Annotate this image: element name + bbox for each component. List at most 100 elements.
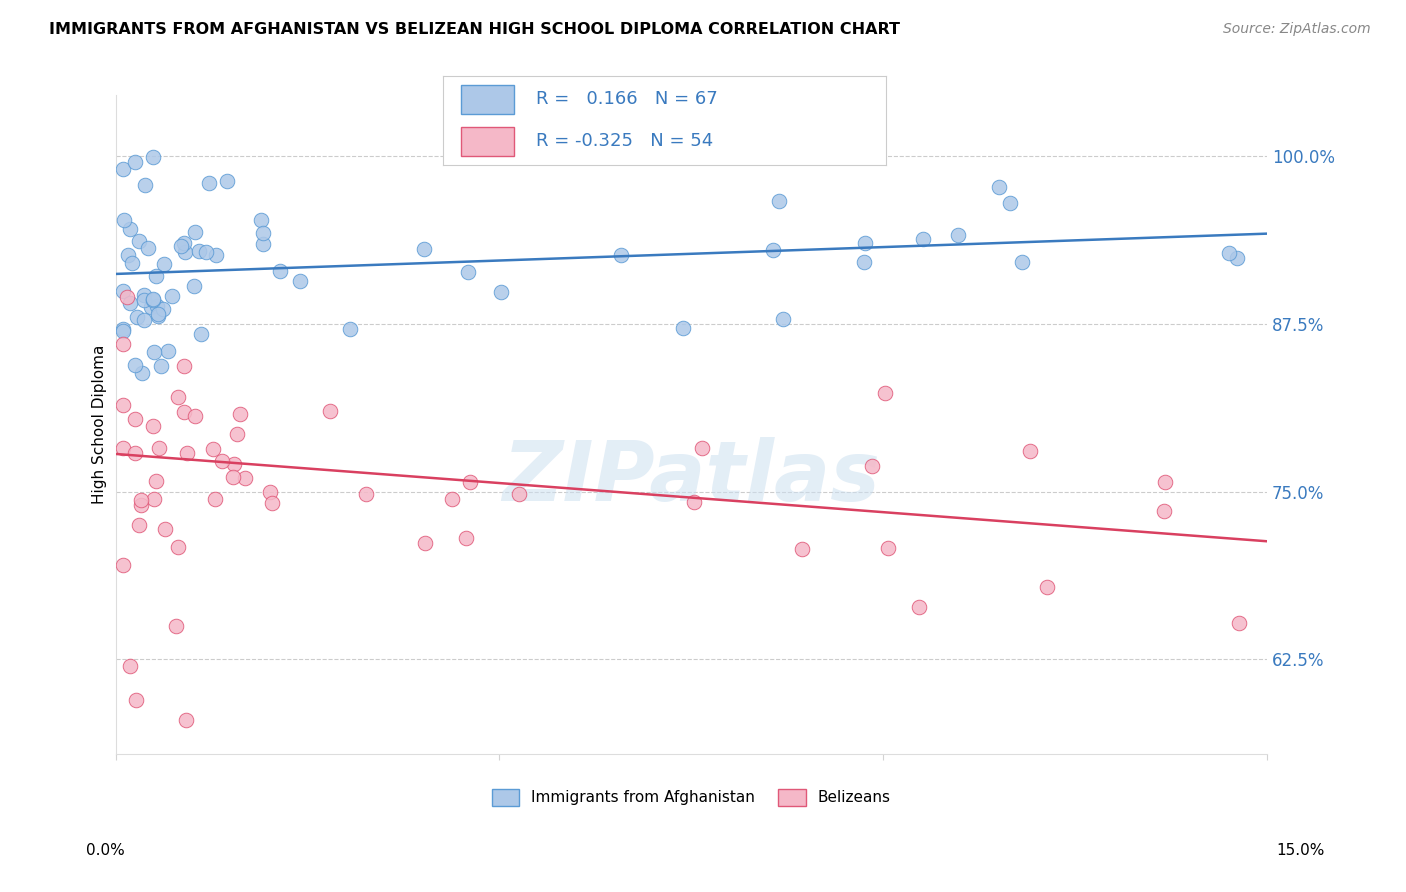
Point bbox=[115, 290, 138, 304]
Point bbox=[412, 242, 434, 256]
Y-axis label: High School Diploma: High School Diploma bbox=[93, 344, 107, 504]
Point bbox=[128, 518, 150, 533]
Point bbox=[142, 150, 165, 164]
Point bbox=[222, 469, 245, 483]
Legend: Immigrants from Afghanistan, Belizeans: Immigrants from Afghanistan, Belizeans bbox=[485, 783, 897, 812]
Point bbox=[790, 541, 813, 556]
Point bbox=[252, 237, 274, 252]
Point bbox=[988, 180, 1011, 194]
Point bbox=[222, 457, 245, 471]
Point bbox=[142, 292, 165, 306]
Point bbox=[121, 255, 143, 269]
Point bbox=[226, 427, 249, 442]
Text: ZIPatlas: ZIPatlas bbox=[502, 436, 880, 517]
Point bbox=[252, 226, 274, 240]
Point bbox=[1227, 616, 1250, 631]
Point bbox=[124, 446, 146, 460]
Text: 0.0%: 0.0% bbox=[86, 843, 125, 858]
Point bbox=[672, 320, 695, 334]
Point bbox=[184, 409, 207, 423]
Point bbox=[339, 322, 361, 336]
Point bbox=[217, 174, 239, 188]
Point bbox=[131, 366, 153, 380]
Point bbox=[117, 248, 139, 262]
Point bbox=[508, 487, 530, 501]
Point bbox=[197, 176, 219, 190]
Point bbox=[288, 275, 311, 289]
FancyBboxPatch shape bbox=[461, 85, 513, 114]
Point bbox=[134, 178, 156, 193]
Point bbox=[489, 285, 512, 299]
Point bbox=[146, 299, 169, 313]
Point bbox=[260, 496, 283, 510]
Point bbox=[132, 293, 155, 307]
Point bbox=[124, 358, 146, 372]
Point bbox=[112, 322, 135, 336]
Point bbox=[187, 244, 209, 258]
Point bbox=[174, 245, 197, 260]
Point bbox=[1218, 246, 1240, 260]
Point bbox=[112, 398, 135, 412]
Point bbox=[173, 359, 195, 373]
Point bbox=[131, 493, 153, 508]
Point bbox=[125, 693, 148, 707]
Point bbox=[143, 345, 166, 359]
Point bbox=[1019, 443, 1042, 458]
Point bbox=[153, 257, 176, 271]
Text: R =   0.166   N = 67: R = 0.166 N = 67 bbox=[536, 90, 717, 109]
Point bbox=[862, 458, 884, 473]
Point bbox=[134, 288, 156, 302]
Point bbox=[145, 474, 167, 488]
Point bbox=[194, 244, 217, 259]
Point bbox=[1153, 503, 1175, 517]
Point bbox=[911, 232, 934, 246]
Text: IMMIGRANTS FROM AFGHANISTAN VS BELIZEAN HIGH SCHOOL DIPLOMA CORRELATION CHART: IMMIGRANTS FROM AFGHANISTAN VS BELIZEAN … bbox=[49, 22, 900, 37]
Point bbox=[762, 243, 785, 257]
Point bbox=[125, 310, 148, 325]
Point bbox=[112, 162, 135, 177]
Point bbox=[772, 311, 794, 326]
Point bbox=[250, 212, 273, 227]
Point bbox=[170, 239, 193, 253]
Point bbox=[142, 491, 165, 506]
Point bbox=[145, 269, 167, 284]
Point bbox=[1226, 251, 1249, 265]
Point bbox=[156, 343, 179, 358]
Point bbox=[907, 599, 929, 614]
Point bbox=[1000, 195, 1022, 210]
Point bbox=[1153, 475, 1175, 489]
Point bbox=[112, 337, 135, 351]
Point bbox=[118, 659, 141, 673]
Point bbox=[233, 471, 256, 485]
Point bbox=[173, 405, 195, 419]
Point bbox=[173, 235, 195, 250]
Point bbox=[118, 295, 141, 310]
Point bbox=[148, 308, 170, 322]
Point bbox=[132, 313, 155, 327]
FancyBboxPatch shape bbox=[461, 127, 513, 156]
Point bbox=[160, 289, 183, 303]
Point bbox=[440, 491, 463, 506]
Point bbox=[853, 255, 876, 269]
Point bbox=[112, 442, 135, 456]
Text: R = -0.325   N = 54: R = -0.325 N = 54 bbox=[536, 132, 713, 151]
Point bbox=[142, 293, 165, 307]
Point bbox=[165, 619, 187, 633]
Point bbox=[176, 445, 198, 459]
Point bbox=[152, 301, 174, 316]
Point bbox=[150, 359, 173, 373]
Point bbox=[112, 284, 135, 298]
Point bbox=[174, 713, 197, 727]
Text: Source: ZipAtlas.com: Source: ZipAtlas.com bbox=[1223, 22, 1371, 37]
Point bbox=[457, 264, 479, 278]
Point bbox=[356, 487, 378, 501]
Point bbox=[190, 327, 212, 342]
Point bbox=[683, 495, 706, 509]
Point bbox=[201, 442, 224, 457]
Point bbox=[269, 264, 291, 278]
Point bbox=[138, 241, 160, 255]
Point bbox=[183, 226, 205, 240]
Point bbox=[319, 404, 342, 418]
Point bbox=[120, 222, 142, 236]
Point bbox=[167, 390, 190, 404]
